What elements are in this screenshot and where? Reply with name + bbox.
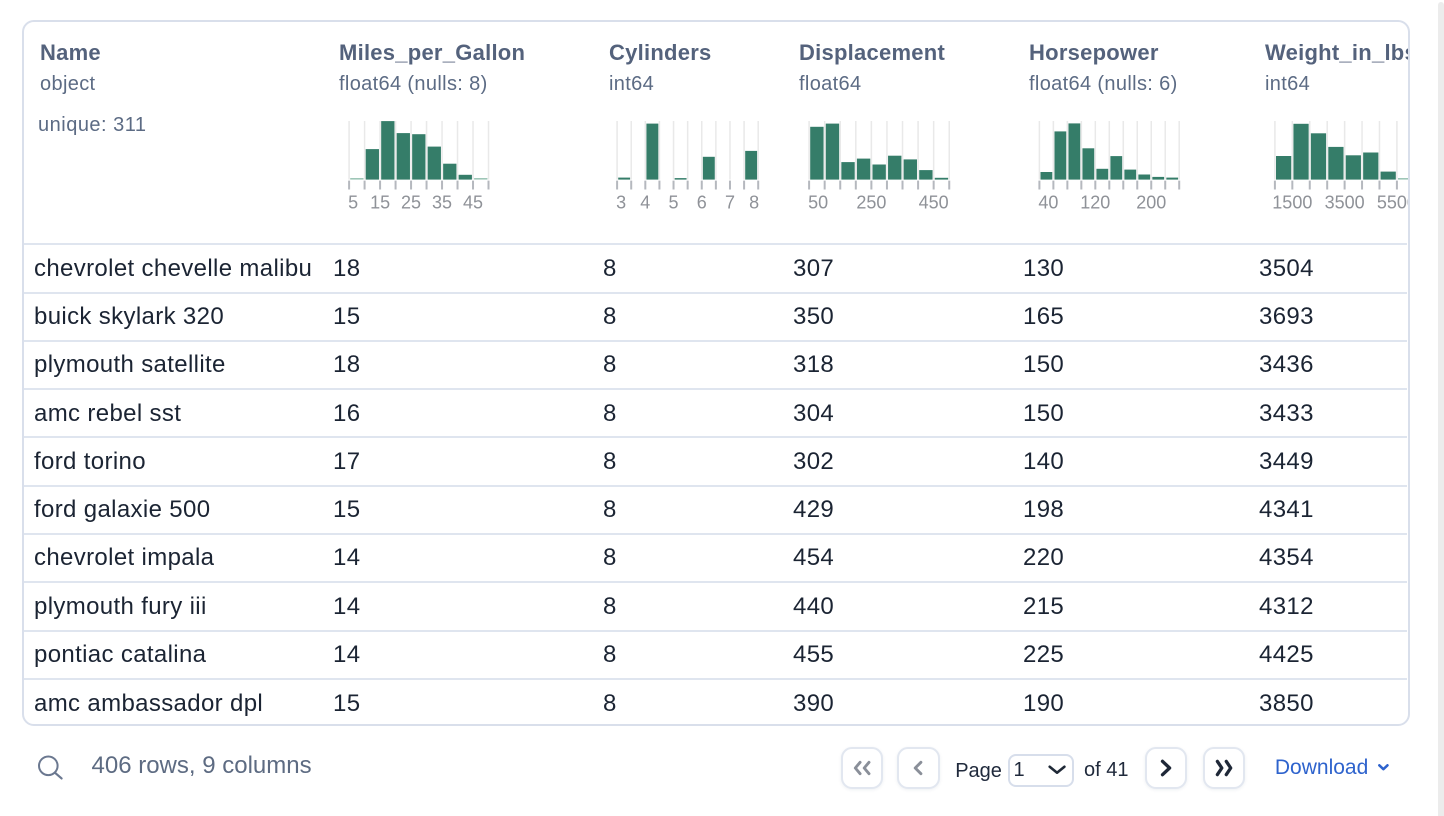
svg-text:40: 40 bbox=[1038, 193, 1058, 213]
svg-text:50: 50 bbox=[808, 193, 828, 213]
svg-text:3: 3 bbox=[616, 193, 626, 213]
svg-text:120: 120 bbox=[1080, 193, 1110, 213]
svg-text:8: 8 bbox=[749, 193, 759, 213]
svg-text:5500: 5500 bbox=[1377, 193, 1408, 213]
svg-text:15: 15 bbox=[370, 193, 390, 213]
svg-text:1500: 1500 bbox=[1272, 193, 1312, 213]
svg-text:25: 25 bbox=[401, 193, 421, 213]
svg-text:35: 35 bbox=[432, 193, 452, 213]
svg-text:7: 7 bbox=[725, 193, 735, 213]
svg-text:250: 250 bbox=[856, 193, 886, 213]
svg-text:45: 45 bbox=[463, 193, 483, 213]
svg-text:4: 4 bbox=[640, 193, 650, 213]
svg-text:200: 200 bbox=[1136, 193, 1166, 213]
svg-text:3500: 3500 bbox=[1325, 193, 1365, 213]
svg-text:5: 5 bbox=[348, 193, 358, 213]
svg-text:5: 5 bbox=[669, 193, 679, 213]
svg-text:450: 450 bbox=[919, 193, 949, 213]
svg-text:6: 6 bbox=[697, 193, 707, 213]
